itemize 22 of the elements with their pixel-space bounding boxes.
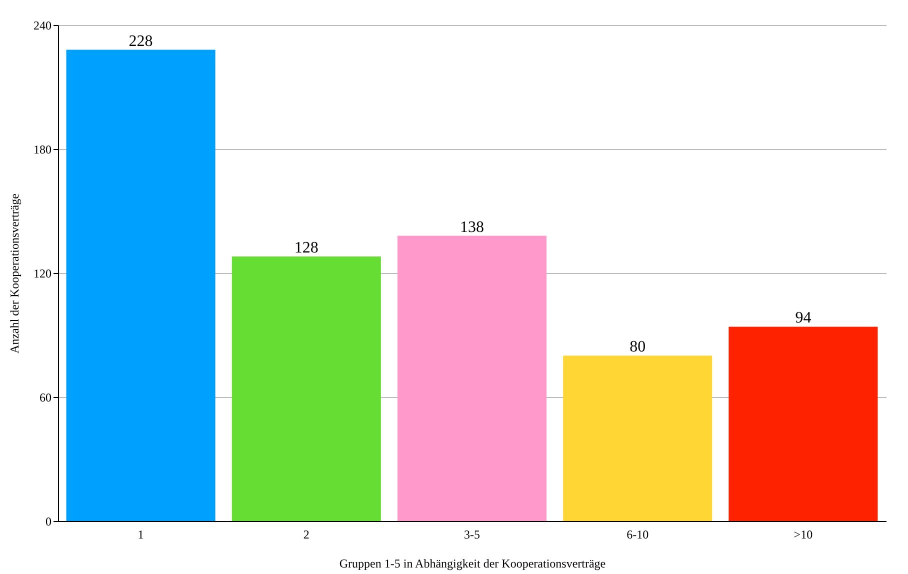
bar (397, 236, 547, 521)
bar (66, 50, 216, 521)
y-tick-label: 120 (34, 266, 52, 280)
data-label: 80 (630, 338, 646, 356)
bar (232, 256, 381, 521)
data-label: 94 (795, 310, 812, 327)
x-tick-label: 3-5 (464, 528, 480, 542)
x-tick-label: 2 (303, 528, 310, 542)
y-tick-label: 240 (34, 18, 52, 32)
y-axis-title: Anzahl der Kooperationsverträge (8, 194, 22, 354)
bar (563, 356, 712, 521)
data-label: 138 (460, 218, 484, 236)
y-tick-label: 0 (46, 514, 52, 528)
x-tick-label: 1 (138, 528, 144, 542)
data-label: 228 (128, 32, 153, 50)
x-tick-label: 6-10 (626, 528, 649, 542)
x-tick-label: >10 (794, 528, 813, 542)
y-tick-label: 180 (34, 142, 52, 156)
data-label: 128 (294, 239, 318, 256)
y-tick-label: 60 (40, 390, 52, 404)
x-axis-title: Gruppen 1-5 in Abhängigkeit der Kooperationsverträge (339, 556, 606, 570)
bar (728, 326, 878, 521)
